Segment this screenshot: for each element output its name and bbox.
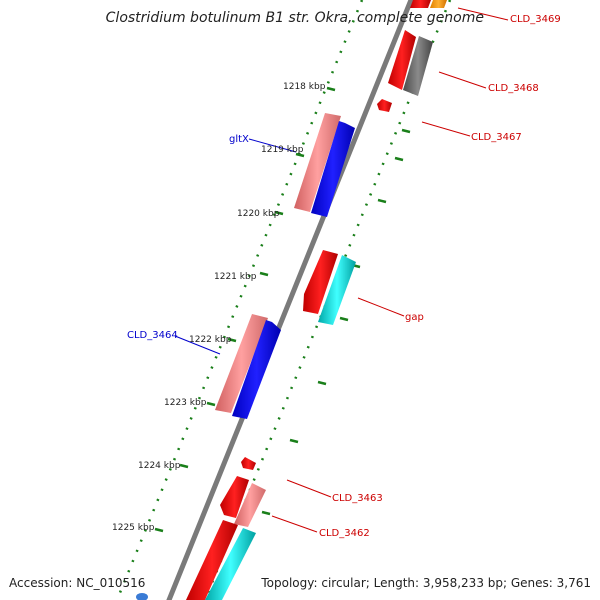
label-gltx: gltX [229,134,249,145]
label-cld3469: CLD_3469 [510,14,561,25]
gene-edge-fragment[interactable] [136,593,148,600]
gene-bottom-cyan[interactable] [205,528,256,600]
gene-cld3463-small[interactable] [241,457,256,470]
label-cld3468: CLD_3468 [488,83,539,94]
gene-gltx-blue[interactable] [311,121,355,217]
kbp-label-1223: 1223 kbp [164,398,207,408]
gene-cld3464-blue[interactable] [232,320,281,419]
genome-backbone [166,0,414,600]
gene-cld3464-pink[interactable] [215,314,268,413]
gene-cld3468-red[interactable] [388,30,416,90]
gene-gap-red[interactable] [303,250,338,314]
gene-cld3469-orange[interactable] [430,0,447,8]
accession-text: Accession: NC_010516 [9,576,145,590]
label-cld3462: CLD_3462 [319,528,370,539]
label-cld3464: CLD_3464 [127,330,178,341]
map-title: Clostridium botulinum B1 str. Okra, comp… [106,10,484,26]
label-leaders [174,7,509,533]
outer-dotted-track [115,0,364,600]
gene-features [136,0,447,600]
kbp-label-1220: 1220 kbp [237,209,280,219]
kbp-label-1224: 1224 kbp [138,461,181,471]
label-cld3467: CLD_3467 [471,132,522,143]
kbp-label-1221: 1221 kbp [214,272,257,282]
gene-gap-cyan[interactable] [318,255,356,325]
gene-cld3462-pink[interactable] [234,483,266,527]
kbp-label-1225: 1225 kbp [112,523,155,533]
gene-cld3468-gray[interactable] [403,36,433,96]
gene-cld3463-red[interactable] [220,476,249,518]
label-gap: gap [405,312,424,323]
kbp-label-1222: 1222 kbp [189,335,232,345]
kbp-label-1219: 1219 kbp [261,145,304,155]
gene-cld3467-red[interactable] [377,99,392,112]
label-cld3463: CLD_3463 [332,493,383,504]
topology-text: Topology: circular; Length: 3,958,233 bp… [260,576,591,590]
gene-cld3469-red[interactable] [410,0,431,8]
gene-bottom-red[interactable] [186,520,238,600]
gene-gltx-pink[interactable] [294,113,341,212]
kbp-label-1218: 1218 kbp [283,82,326,92]
